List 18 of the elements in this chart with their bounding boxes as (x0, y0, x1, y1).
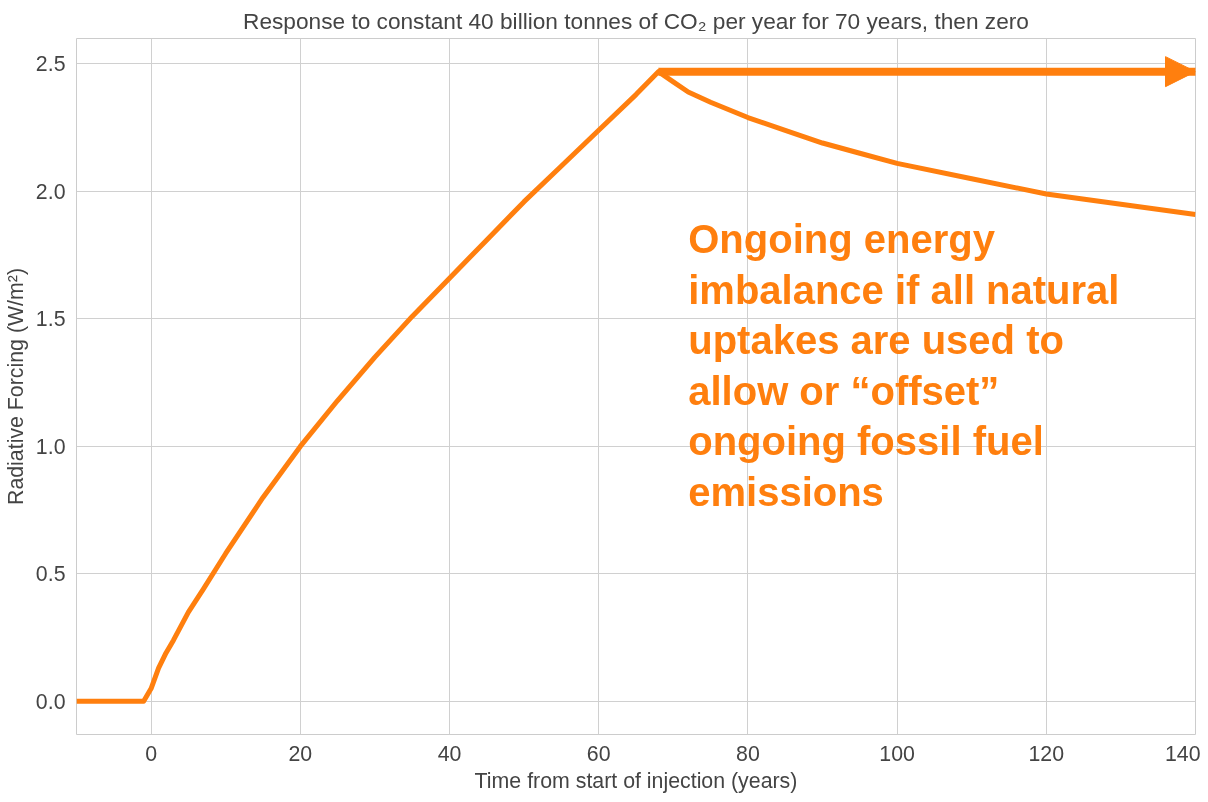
x-tick-label: 0 (145, 741, 158, 766)
y-tick-label: 0.0 (35, 689, 66, 714)
chart-title: Response to constant 40 billion tonnes of CO₂ per year for 70 years, then zero (243, 7, 1029, 34)
x-tick-label: 140 (1164, 741, 1201, 766)
y-tick-label: 2.0 (35, 179, 66, 204)
x-tick-label: 80 (736, 741, 760, 766)
x-tick-label: 40 (437, 741, 462, 766)
x-tick-label: 60 (586, 741, 611, 766)
y-axis-title: Radiative Forcing (W/m²) (3, 267, 28, 506)
y-tick-label: 0.5 (35, 562, 66, 587)
y-tick-label: 1.5 (35, 307, 66, 332)
x-tick-label: 20 (288, 741, 313, 766)
x-tick-label: 120 (1028, 741, 1065, 766)
annotation: Ongoing energy imbalance if all natural uptakes are used to allow or “offset” ongoing fossil fuel emissions (688, 216, 1120, 514)
x-axis-title: Time from start of injection (years) (474, 768, 798, 793)
y-tick-label: 2.5 (35, 52, 66, 77)
x-tick-label: 100 (879, 741, 916, 766)
y-tick-label: 1.0 (35, 434, 66, 459)
